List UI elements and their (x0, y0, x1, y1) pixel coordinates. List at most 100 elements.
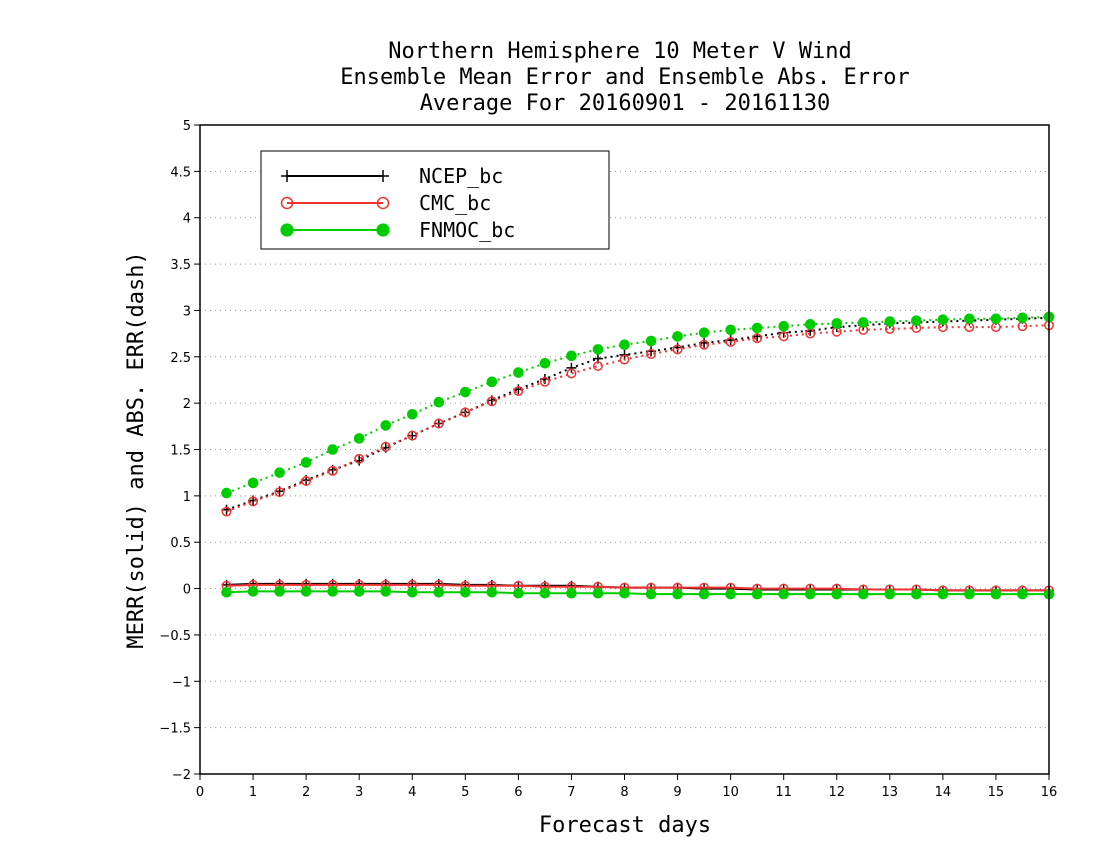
x-tick-label: 14 (935, 785, 952, 800)
abs-err-point-fnmoc-bc (990, 313, 1002, 325)
chart-title: Northern Hemisphere 10 Meter V Wind Ense… (340, 39, 910, 116)
y-tick-label: 0.5 (170, 536, 191, 551)
merr-point-fnmoc-bc (911, 588, 922, 600)
abs-err-point-fnmoc-bc (486, 376, 498, 388)
abs-err-point-fnmoc-bc (698, 327, 710, 338)
abs-err-point-fnmoc-bc (778, 320, 789, 332)
abs-err-point-cmc-bc (593, 361, 603, 372)
abs-err-point-cmc-bc (380, 441, 391, 452)
abs-err-point-cmc-bc (646, 349, 656, 359)
abs-err-point-cmc-bc (248, 496, 259, 507)
abs-err-point-cmc-bc (460, 407, 471, 418)
merr-point-fnmoc-bc (725, 588, 736, 600)
x-tick-label: 9 (673, 785, 681, 800)
abs-err-point-cmc-bc (327, 465, 338, 476)
legend-entry-fnmoc-bc: FNMOC_bc (280, 218, 515, 242)
abs-err-point-cmc-bc (513, 386, 524, 397)
abs-err-point-cmc-bc (274, 487, 285, 498)
merr-point-fnmoc-bc (619, 587, 630, 599)
merr-point-fnmoc-bc (1017, 588, 1028, 600)
abs-err-point-fnmoc-bc (274, 467, 285, 478)
y-tick-label: 2 (183, 397, 191, 412)
legend-marker-right-fnmoc-bc (376, 223, 390, 237)
abs-err-point-cmc-bc (619, 354, 630, 365)
series-layer (221, 311, 1055, 600)
x-tick-label: 15 (988, 785, 1005, 800)
abs-err-point-fnmoc-bc (911, 315, 922, 326)
legend-label-fnmoc-bc: FNMOC_bc (419, 218, 515, 242)
abs-err-point-cmc-bc (725, 337, 736, 347)
abs-err-point-fnmoc-bc (857, 317, 869, 328)
y-tick-label: −0.5 (159, 629, 191, 644)
merr-point-fnmoc-bc (831, 588, 843, 600)
x-axis-label: Forecast days (539, 813, 711, 838)
legend-entry-cmc-bc: CMC_bc (280, 191, 491, 215)
x-tick-label: 2 (302, 785, 310, 800)
x-tick-label: 6 (514, 785, 522, 800)
abs-err-point-cmc-bc (433, 418, 444, 429)
merr-point-fnmoc-bc (672, 588, 683, 600)
x-tick-label: 12 (828, 785, 845, 800)
abs-err-point-cmc-bc (539, 376, 550, 387)
legend-entry-ncep-bc: NCEP_bc (281, 164, 503, 188)
abs-err-point-fnmoc-bc (1017, 312, 1028, 324)
merr-point-fnmoc-bc (778, 588, 789, 600)
y-tick-label: 4 (183, 212, 191, 227)
abs-err-line-ncep-bc (226, 316, 1050, 511)
x-tick-label: 4 (408, 785, 416, 800)
abs-err-line-fnmoc-bc (226, 315, 1050, 495)
x-tick-label: 1 (249, 785, 257, 800)
abs-err-point-cmc-bc (486, 396, 497, 407)
merr-point-fnmoc-bc (645, 588, 657, 600)
merr-point-fnmoc-bc (406, 586, 418, 598)
y-axis-label: MERR(solid) and ABS. ERR(dash) (124, 251, 149, 648)
abs-err-point-fnmoc-bc (513, 367, 524, 378)
y-tick-label: 3.5 (170, 258, 191, 273)
merr-point-fnmoc-bc (804, 588, 816, 600)
abs-err-point-cmc-bc (752, 333, 763, 344)
merr-point-fnmoc-bc (247, 586, 259, 597)
x-tick-label: 0 (196, 785, 204, 800)
merr-line-fnmoc-bc (226, 590, 1049, 596)
series-ncep-bc (221, 312, 1054, 596)
abs-err-line-cmc-bc (226, 324, 1050, 513)
merr-point-fnmoc-bc (990, 588, 1002, 600)
merr-point-fnmoc-bc (566, 587, 577, 599)
legend-marker-right-cmc-bc (376, 196, 390, 210)
abs-err-point-fnmoc-bc (725, 324, 736, 336)
abs-err-point-fnmoc-bc (884, 316, 896, 327)
y-tick-label: 0 (183, 583, 191, 598)
merr-point-fnmoc-bc (274, 586, 285, 597)
abs-err-point-fnmoc-bc (751, 322, 763, 334)
y-tick-label: −1.5 (159, 722, 191, 737)
merr-point-fnmoc-bc (433, 586, 445, 598)
abs-err-point-fnmoc-bc (937, 314, 949, 326)
title-line-1: Northern Hemisphere 10 Meter V Wind (388, 39, 852, 64)
legend-label-ncep-bc: NCEP_bc (419, 164, 503, 188)
y-tick-label: −2 (172, 768, 191, 783)
merr-point-fnmoc-bc (964, 588, 975, 600)
x-tick-label: 8 (620, 785, 628, 800)
abs-err-point-cmc-bc (566, 368, 577, 379)
merr-point-fnmoc-bc (460, 586, 471, 598)
abs-err-point-fnmoc-bc (619, 339, 630, 351)
x-tick-label: 3 (355, 785, 363, 800)
abs-err-point-fnmoc-bc (327, 444, 338, 455)
abs-err-point-cmc-bc (301, 476, 312, 486)
abs-err-point-cmc-bc (354, 453, 365, 464)
legend-label-cmc-bc: CMC_bc (419, 191, 491, 215)
y-tick-label: 5 (183, 119, 191, 134)
abs-err-point-fnmoc-bc (380, 420, 392, 431)
merr-point-fnmoc-bc (380, 586, 392, 597)
legend-marker-left-ncep-bc (281, 170, 293, 182)
y-tick-label: 2.5 (170, 351, 191, 366)
abs-err-point-fnmoc-bc (406, 408, 418, 420)
y-tick-label: 4.5 (170, 165, 191, 180)
abs-err-point-cmc-bc (699, 339, 710, 350)
merr-point-fnmoc-bc (884, 588, 896, 600)
merr-point-fnmoc-bc (539, 587, 551, 599)
abs-err-point-fnmoc-bc (672, 331, 683, 342)
abs-err-point-fnmoc-bc (460, 386, 471, 398)
title-line-3: Average For 20160901 - 20161130 (420, 91, 831, 116)
